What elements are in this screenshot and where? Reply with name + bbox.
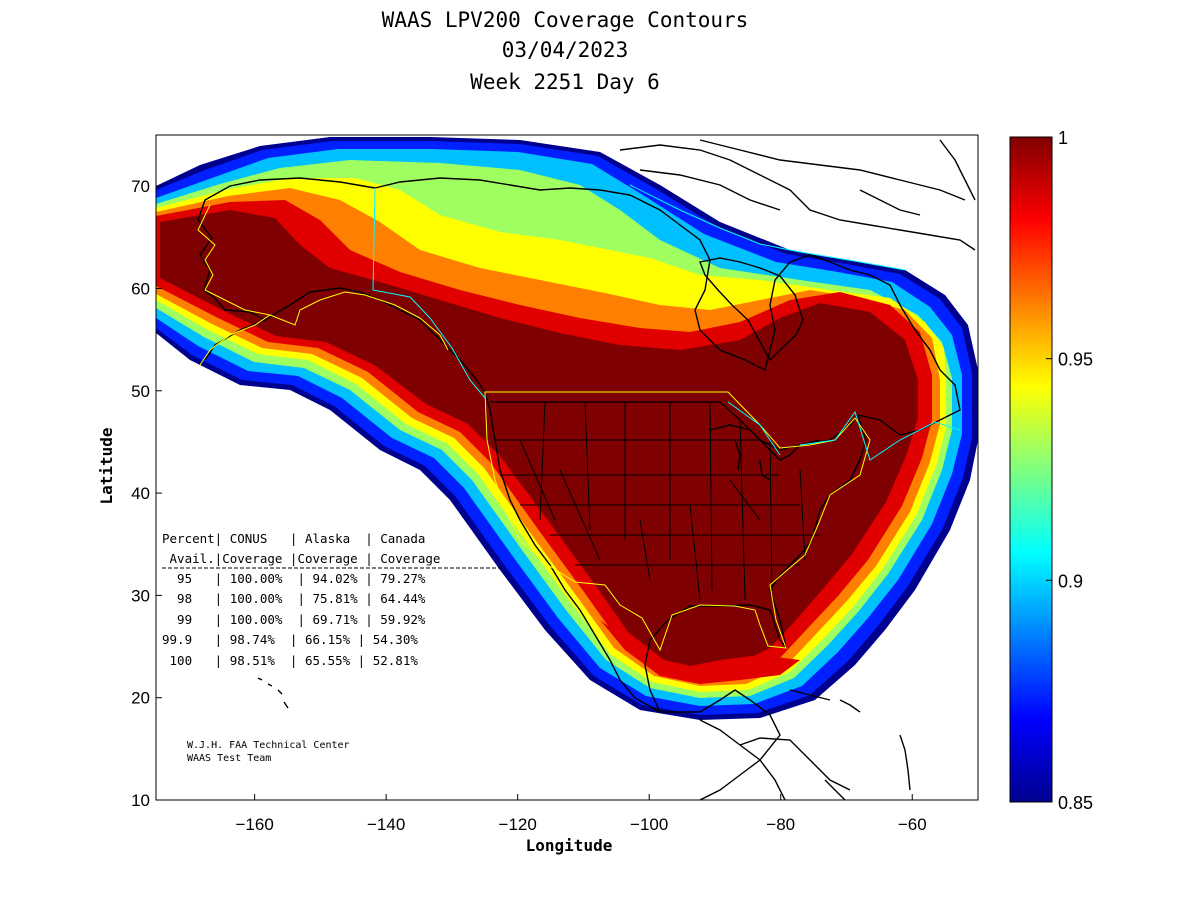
conus-border-outline — [490, 401, 859, 451]
map-plot-area — [156, 135, 978, 800]
y-tick-label: 20 — [131, 689, 150, 708]
x-tick-label: −160 — [235, 815, 273, 834]
y-tick-label: 10 — [131, 791, 150, 810]
x-axis-ticks: −160 −140 −120 −100 −80 −60 — [235, 794, 927, 834]
region-outlines — [197, 184, 961, 652]
caribbean-islands — [789, 689, 911, 800]
y-axis-ticks: 10 20 30 40 50 60 70 — [131, 177, 162, 810]
hawaii-islands — [257, 677, 289, 709]
x-tick-label: −60 — [898, 815, 927, 834]
y-tick-label: 60 — [131, 279, 150, 298]
coverage-table-row: 98 | 100.00% | 75.81% | 64.44% — [162, 591, 426, 606]
hudson-bay-coast — [699, 257, 804, 362]
coverage-table-row: 99.9 | 98.74% | 66.15% | 54.30% — [162, 632, 418, 647]
coverage-table-row: 99 | 100.00% | 69.71% | 59.92% — [162, 612, 426, 627]
chart-date: 03/04/2023 — [502, 38, 628, 62]
canada-border-line — [372, 184, 961, 461]
x-axis-label: Longitude — [526, 836, 613, 855]
coverage-table-header-1: Percent| CONUS | Alaska | Canada — [162, 531, 425, 546]
colorbar-tick-label: 0.85 — [1058, 793, 1093, 813]
north-america-west-coast — [449, 349, 781, 800]
credit-line-1: W.J.H. FAA Technical Center — [187, 740, 350, 751]
coverage-table: Percent| CONUS | Alaska | Canada Avail.|… — [162, 531, 502, 668]
conus-region-outline — [484, 391, 871, 652]
coverage-table-row: 100 | 98.51% | 65.55% | 52.81% — [162, 653, 418, 668]
x-tick-label: −140 — [367, 815, 405, 834]
coastlines — [197, 139, 976, 800]
colorbar — [1009, 136, 1053, 803]
x-tick-label: −80 — [766, 815, 795, 834]
coverage-table-row: 95 | 100.00% | 94.02% | 79.27% — [162, 571, 426, 586]
arctic-islands — [619, 139, 976, 251]
chart-week-day: Week 2251 Day 6 — [470, 70, 660, 94]
plot-frame — [155, 134, 979, 801]
x-tick-label: −100 — [630, 815, 668, 834]
coverage-gulf-red-patch — [600, 620, 800, 684]
colorbar-tick-label: 0.95 — [1058, 350, 1093, 370]
y-tick-label: 40 — [131, 484, 150, 503]
y-tick-label: 50 — [131, 382, 150, 401]
coverage-table-header-2: Avail.|Coverage |Coverage | Coverage — [162, 551, 440, 566]
colorbar-tick-label: 1 — [1058, 128, 1068, 148]
colorbar-ticks: 1 0.95 0.9 0.85 — [1046, 128, 1093, 813]
chart-title: WAAS LPV200 Coverage Contours — [382, 8, 749, 32]
us-state-borders — [490, 401, 859, 601]
alaska-region-outline — [197, 204, 449, 366]
colorbar-tick-label: 0.9 — [1058, 571, 1083, 591]
central-america-coast — [699, 719, 851, 800]
canada-east-coast — [374, 177, 961, 436]
y-axis-label: Latitude — [97, 427, 116, 504]
x-tick-label: −120 — [499, 815, 537, 834]
y-tick-label: 30 — [131, 586, 150, 605]
credit-line-2: WAAS Test Team — [187, 753, 271, 764]
y-tick-label: 70 — [131, 177, 150, 196]
gulf-coast — [644, 414, 867, 713]
coverage-band-deep-red — [160, 210, 918, 668]
